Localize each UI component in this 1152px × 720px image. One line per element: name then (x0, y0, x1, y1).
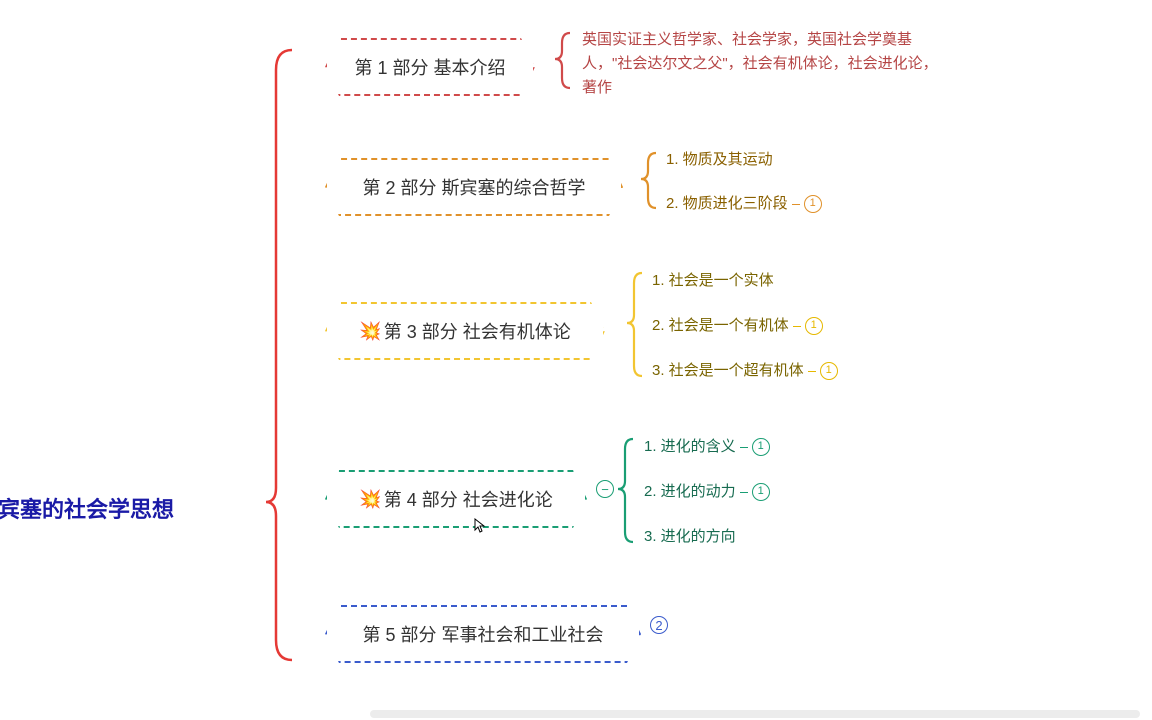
child-item[interactable]: 1. 社会是一个实体 (652, 269, 774, 293)
child-label: 1. 物质及其运动 (666, 148, 773, 172)
section-bracket (552, 30, 574, 94)
child-item[interactable]: 3. 社会是一个超有机体 1 (652, 359, 838, 383)
collapse-toggle[interactable]: − (596, 480, 614, 498)
child-label: 3. 进化的方向 (644, 525, 736, 549)
section-label: 第 4 部分 社会进化论 (384, 486, 553, 512)
child-label: 2. 进化的动力 (644, 480, 736, 504)
child-label: 2. 物质进化三阶段 (666, 192, 788, 216)
badge-connector (740, 447, 748, 448)
section-bracket (638, 150, 660, 214)
star-icon: 💥 (359, 489, 381, 510)
badge-connector (792, 204, 800, 205)
child-item[interactable]: 2. 物质进化三阶段 1 (666, 192, 822, 216)
badge-connector (740, 492, 748, 493)
section-box-1[interactable]: 第 1 部分 基本介绍 (325, 38, 535, 96)
section-bracket (615, 436, 637, 548)
section-description: 英国实证主义哲学家、社会学家，英国社会学奠基人，"社会达尔文之父"，社会有机体论… (582, 28, 942, 100)
section-box-4[interactable]: 💥第 4 部分 社会进化论 (325, 470, 587, 528)
child-label: 3. 社会是一个超有机体 (652, 359, 804, 383)
child-label: 2. 社会是一个有机体 (652, 314, 789, 338)
horizontal-scrollbar[interactable] (370, 710, 1140, 718)
count-badge[interactable]: 1 (805, 317, 823, 335)
badge-connector (793, 326, 801, 327)
count-badge[interactable]: 1 (752, 438, 770, 456)
section-box-3[interactable]: 💥第 3 部分 社会有机体论 (325, 302, 605, 360)
child-item[interactable]: 1. 物质及其运动 (666, 148, 773, 172)
section-label: 第 1 部分 基本介绍 (354, 54, 505, 80)
section-label: 第 5 部分 军事社会和工业社会 (362, 621, 603, 647)
section-label: 第 3 部分 社会有机体论 (384, 318, 571, 344)
badge-connector (808, 371, 816, 372)
section-bracket (624, 270, 646, 382)
child-item[interactable]: 3. 进化的方向 (644, 525, 736, 549)
count-badge[interactable]: 1 (820, 362, 838, 380)
child-label: 1. 社会是一个实体 (652, 269, 774, 293)
main-bracket (262, 45, 302, 670)
count-badge[interactable]: 1 (804, 195, 822, 213)
count-badge[interactable]: 1 (752, 483, 770, 501)
child-item[interactable]: 1. 进化的含义 1 (644, 435, 770, 459)
section-box-2[interactable]: 第 2 部分 斯宾塞的综合哲学 (325, 158, 623, 216)
section-label: 第 2 部分 斯宾塞的综合哲学 (362, 174, 585, 200)
child-item[interactable]: 2. 社会是一个有机体 1 (652, 314, 823, 338)
section-box-5[interactable]: 第 5 部分 军事社会和工业社会 (325, 605, 641, 663)
star-icon: 💥 (359, 321, 381, 342)
child-label: 1. 进化的含义 (644, 435, 736, 459)
root-title: 宾塞的社会学思想 (0, 492, 174, 524)
child-item[interactable]: 2. 进化的动力 1 (644, 480, 770, 504)
collapse-toggle[interactable]: 2 (650, 616, 668, 634)
